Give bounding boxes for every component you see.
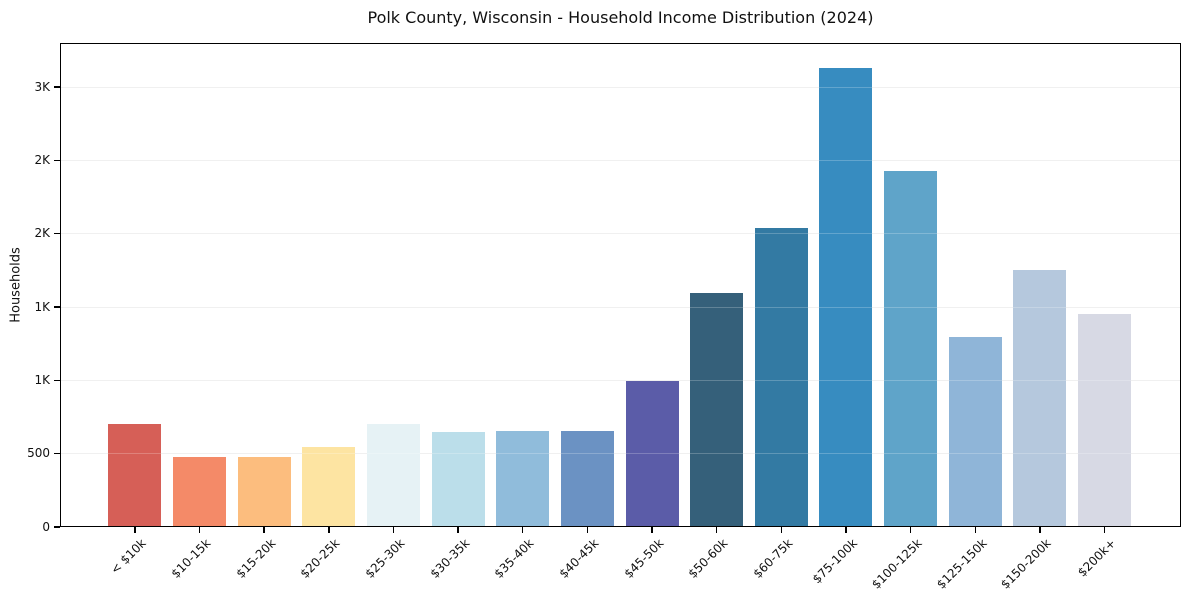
- bar: [302, 447, 356, 527]
- x-tick-label: $200k+: [1074, 536, 1119, 580]
- bar: [172, 456, 226, 527]
- y-tick-mark: [54, 452, 60, 455]
- gridline: [61, 306, 1180, 308]
- gridline-overlay: [61, 306, 1180, 308]
- x-tick-mark: [457, 527, 459, 533]
- x-tick-mark: [651, 527, 653, 533]
- gridline-overlay: [61, 86, 1180, 88]
- y-tick-label: 500: [27, 446, 50, 461]
- chart-title: Polk County, Wisconsin - Household Incom…: [367, 8, 874, 27]
- gridline: [61, 233, 1180, 235]
- bar: [754, 227, 808, 527]
- x-tick-mark: [586, 527, 589, 533]
- y-tick-mark: [54, 159, 60, 162]
- gridline-overlay: [61, 453, 1180, 455]
- gridline: [61, 379, 1180, 381]
- gridline-overlay: [61, 159, 1180, 161]
- x-tick-mark: [521, 527, 524, 533]
- bar: [819, 67, 873, 527]
- bar: [496, 431, 550, 527]
- x-tick-label: < $10k: [107, 536, 149, 577]
- bar: [1078, 314, 1132, 527]
- x-tick-mark: [974, 527, 976, 533]
- gridline: [61, 86, 1180, 88]
- y-tick-label: 3K: [34, 79, 50, 94]
- y-tick-mark: [54, 86, 60, 88]
- bar: [690, 293, 744, 527]
- gridline: [61, 159, 1180, 161]
- x-tick-label: $25-30k: [362, 536, 408, 581]
- x-tick-label: $60-75k: [750, 536, 796, 581]
- x-tick-label: $35-40k: [491, 536, 537, 581]
- x-tick-mark: [1103, 527, 1106, 533]
- y-tick-label: 0: [42, 519, 50, 534]
- bar: [431, 431, 485, 527]
- x-tick-mark: [392, 527, 395, 533]
- bar: [108, 424, 162, 527]
- y-tick-mark: [54, 526, 60, 528]
- y-tick-label: 1K: [34, 372, 50, 387]
- y-tick-mark: [54, 306, 60, 308]
- x-tick-label: $125-150k: [933, 536, 990, 590]
- bar: [1013, 269, 1067, 527]
- gridline: [61, 453, 1180, 455]
- x-tick-mark: [909, 527, 912, 533]
- bar: [625, 381, 679, 527]
- x-tick-mark: [328, 527, 330, 533]
- y-tick-label: 2K: [34, 152, 50, 167]
- x-tick-mark: [1039, 527, 1041, 533]
- x-tick-label: $45-50k: [621, 536, 666, 581]
- y-tick-mark: [54, 232, 60, 235]
- x-tick-mark: [780, 527, 783, 533]
- bar: [560, 431, 614, 527]
- y-tick-label: 1K: [34, 299, 50, 314]
- bar: [366, 423, 420, 527]
- x-tick-label: $10-15k: [168, 536, 214, 581]
- bar: [948, 337, 1002, 527]
- x-tick-mark: [263, 527, 265, 533]
- y-tick-mark: [54, 379, 60, 382]
- x-tick-mark: [134, 527, 136, 533]
- x-tick-label: $75-100k: [809, 536, 860, 587]
- x-tick-label: $15-20k: [233, 536, 279, 581]
- gridline-overlay: [61, 379, 1180, 381]
- bar: [237, 456, 291, 527]
- x-tick-label: $50-60k: [685, 536, 731, 581]
- x-tick-label: $150-200k: [998, 536, 1054, 590]
- x-tick-label: $40-45k: [556, 536, 602, 581]
- y-tick-label: 2K: [34, 226, 50, 241]
- gridline-overlay: [61, 233, 1180, 235]
- bar: [884, 170, 938, 527]
- x-tick-mark: [845, 527, 847, 533]
- x-tick-mark: [715, 527, 718, 533]
- x-tick-mark: [198, 527, 201, 533]
- x-tick-label: $30-35k: [427, 536, 472, 581]
- x-tick-label: $100-125k: [868, 536, 925, 590]
- x-tick-label: $20-25k: [297, 536, 343, 581]
